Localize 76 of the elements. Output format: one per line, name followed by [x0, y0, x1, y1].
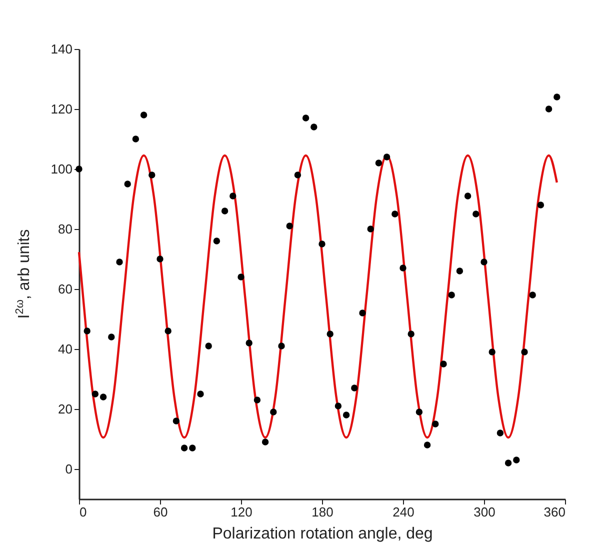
- point: [172, 418, 180, 424]
- point: [383, 154, 390, 160]
- point: [92, 390, 99, 398]
- point: [205, 342, 212, 350]
- point: [84, 328, 90, 334]
- x-tick-label: 0: [80, 504, 87, 520]
- x-axis-title: Polarization rotation angle, deg: [212, 526, 433, 542]
- y-tick-label: 80: [58, 222, 72, 236]
- point: [408, 330, 414, 338]
- point: [351, 384, 358, 392]
- point: [480, 258, 488, 266]
- point: [367, 226, 374, 232]
- point: [400, 264, 406, 272]
- point: [302, 114, 310, 122]
- point: [392, 210, 398, 218]
- y-tick-label: 60: [58, 282, 72, 296]
- point: [554, 94, 560, 100]
- point: [132, 136, 140, 142]
- point: [318, 240, 326, 248]
- x-tick-label: 360: [544, 504, 566, 520]
- y-tick-label: 120: [50, 102, 72, 116]
- point: [456, 268, 464, 274]
- point: [197, 390, 204, 398]
- point: [230, 192, 236, 200]
- point: [262, 438, 269, 446]
- point: [76, 166, 82, 172]
- point: [270, 408, 277, 416]
- x-tick-label: 60: [153, 504, 168, 520]
- y-tick-label: 100: [50, 162, 72, 176]
- point: [432, 420, 439, 428]
- point: [513, 456, 520, 464]
- point: [189, 444, 196, 452]
- point: [424, 442, 431, 448]
- y-tick-label: 0: [65, 462, 72, 476]
- point: [472, 210, 480, 218]
- point: [124, 180, 131, 188]
- point: [180, 444, 188, 452]
- point: [359, 310, 366, 316]
- y-tick-label: 40: [58, 342, 72, 356]
- point: [213, 238, 220, 244]
- point: [286, 222, 293, 230]
- x-tick-label: 240: [392, 504, 414, 520]
- point: [496, 430, 504, 436]
- point: [375, 160, 382, 166]
- point: [108, 334, 115, 340]
- point: [416, 408, 423, 416]
- point: [488, 348, 496, 356]
- point: [545, 106, 552, 112]
- x-tick-label: 120: [230, 504, 252, 520]
- point: [464, 192, 472, 200]
- point: [310, 124, 318, 130]
- y-tick-label: 20: [58, 402, 72, 416]
- x-tick-label: 300: [474, 504, 496, 520]
- point: [504, 460, 512, 466]
- point: [537, 202, 544, 208]
- point: [254, 396, 261, 404]
- point: [448, 292, 455, 298]
- point: [326, 330, 334, 338]
- point: [164, 328, 172, 334]
- point: [440, 360, 447, 368]
- point: [278, 342, 285, 350]
- point: [116, 258, 123, 266]
- point: [238, 274, 244, 280]
- point: [294, 172, 302, 178]
- x-tick-label: 180: [312, 504, 334, 520]
- point: [156, 256, 164, 262]
- y-tick-label: 140: [50, 42, 72, 56]
- point: [529, 292, 536, 298]
- point: [148, 172, 156, 178]
- point: [334, 402, 342, 410]
- point: [246, 340, 252, 346]
- point: [342, 412, 350, 418]
- point: [521, 348, 528, 356]
- point: [100, 394, 107, 400]
- point: [221, 208, 228, 214]
- point: [140, 112, 148, 118]
